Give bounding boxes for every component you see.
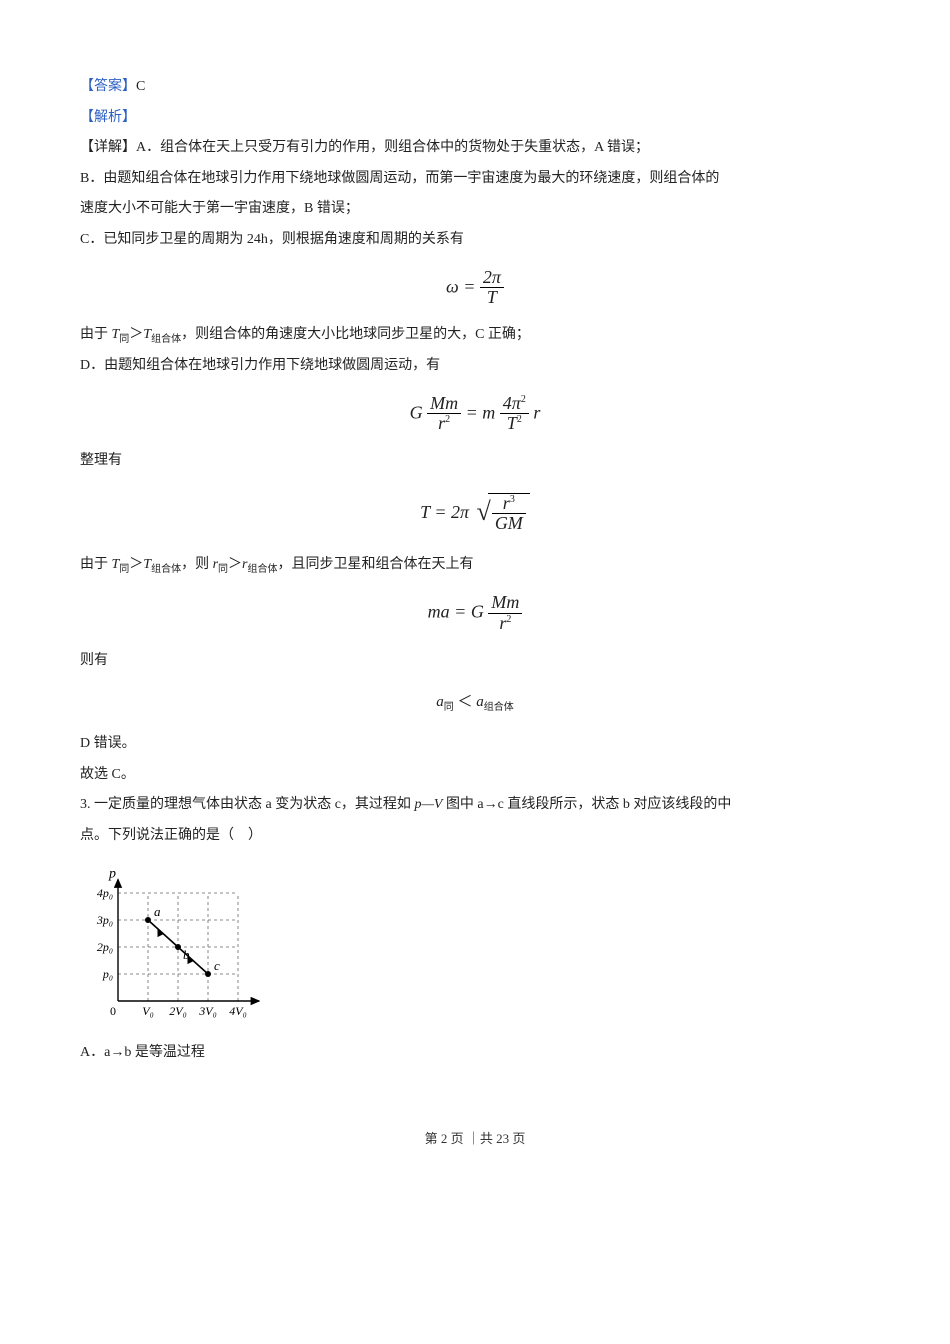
svg-text:3p₀: 3p₀ [96,913,113,927]
para-d1: D．由题知组合体在地球引力作用下绕地球做圆周运动，有 [80,353,870,380]
formula-period: T = 2π r3GM [80,489,870,538]
formula-gravity-circ: G Mmr2 = m 4π2T2 r [80,394,870,435]
detail-para-a: 【详解】A．组合体在天上只受万有引力的作用，则组合体中的货物处于失重状态，A 错… [80,135,870,162]
svg-text:p: p [108,867,116,882]
svg-text:2V₀: 2V₀ [169,1004,187,1018]
d-wrong: D 错误。 [80,731,870,758]
tidy: 整理有 [80,448,870,475]
formula-a-compare: a同 ＜ a组合体 [80,688,870,717]
answer-line: 【答案】C [80,74,870,101]
formula-omega: ω = 2πT [80,268,870,309]
q3-line2: 点。下列说法正确的是（ ） [80,823,870,850]
svg-text:3V₀: 3V₀ [198,1004,217,1018]
para-c: C．已知同步卫星的周期为 24h，则根据角速度和周期的关系有 [80,227,870,254]
para-since1: 由于 T同＞T组合体，则组合体的角速度大小比地球同步卫星的大，C 正确； [80,322,870,349]
svg-text:p₀: p₀ [102,967,113,981]
svg-text:V₀: V₀ [142,1004,154,1018]
svg-text:a: a [154,904,161,919]
para-b2: 速度大小不可能大于第一宇宙速度，B 错误； [80,196,870,223]
svg-text:4V₀: 4V₀ [229,1004,247,1018]
para-since2: 由于 T同＞T组合体，则 r同＞r组合体，且同步卫星和组合体在天上有 [80,552,870,579]
svg-text:2p₀: 2p₀ [97,940,113,954]
pv-chart-svg: p₀2p₀3p₀4p₀V₀2V₀3V₀4V₀0pVabc [88,861,263,1021]
zeyou: 则有 [80,648,870,675]
analysis-label: 【解析】 [80,105,870,132]
pv-chart: p₀2p₀3p₀4p₀V₀2V₀3V₀4V₀0pVabc [88,861,870,1032]
formula-ma: ma = G Mmr2 [80,593,870,634]
para-b1: B．由题知组合体在地球引力作用下绕地球做圆周运动，而第一宇宙速度为最大的环绕速度… [80,166,870,193]
answer-value: C [136,79,145,94]
svg-text:4p₀: 4p₀ [97,886,113,900]
option-a: A．a→b 是等温过程 [80,1040,870,1067]
answer-label: 【答案】 [80,79,136,94]
svg-text:b: b [183,947,190,962]
page-footer: 第 2 页 ｜共 23 页 [80,1127,870,1152]
q3-line1: 3. 一定质量的理想气体由状态 a 变为状态 c，其过程如 p—V 图中 a→c… [80,792,870,819]
choose-c: 故选 C。 [80,762,870,789]
svg-text:c: c [214,958,220,973]
svg-text:0: 0 [110,1004,116,1018]
detail-label: 【详解】 [80,140,136,155]
